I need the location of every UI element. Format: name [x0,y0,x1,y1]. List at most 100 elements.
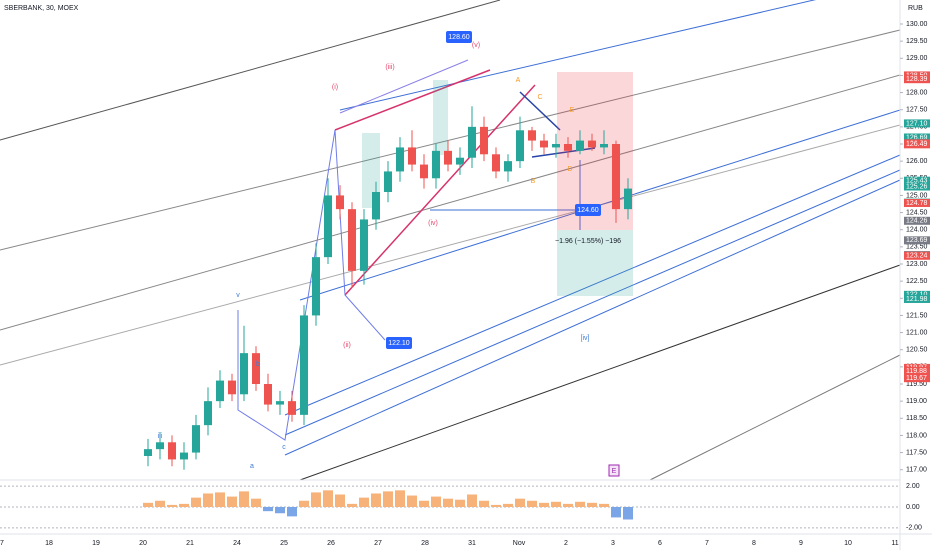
price-tag-label: 119.88 [906,368,927,375]
x-tick-label: 31 [468,540,476,547]
candle-body [444,150,452,165]
symbol-title: SBERBANK, 30, MOEX [4,5,79,12]
histogram-bar [359,497,369,507]
price-tag-label: 128.39 [906,76,928,83]
target-zone [557,230,633,296]
candle-body [576,140,584,151]
annotation: D [567,166,572,173]
histogram-bar [407,495,417,507]
candle-body [360,219,368,271]
histogram-bar [383,491,393,507]
price-tag [904,290,930,299]
callout-label: 124.60 [577,207,599,214]
histogram-bar [167,504,177,507]
histogram-bar [263,507,273,512]
y-tick-label: 119.50 [906,381,927,388]
price-tag [904,216,930,225]
y-tick-label: 121.50 [906,312,928,319]
price-tag [904,176,930,185]
price-tag-label: 125.26 [906,183,928,190]
candle-body [396,147,404,172]
histogram-bar [467,494,477,507]
x-tick-label: 24 [233,540,241,547]
annotation: −1.96 (−1.55%) −196 [555,238,621,245]
candle-body [624,188,632,210]
indicator-tick-label: 0.00 [906,504,920,511]
y-tick-label: 130.00 [906,21,928,28]
x-tick-label: 11 [891,540,898,547]
histogram-bar [191,497,201,507]
zone [433,80,448,155]
histogram-bar [299,500,309,507]
price-tag-label: 126.49 [906,141,928,148]
x-tick-label: 7 [0,540,4,547]
annotation: v [236,292,240,299]
price-tag [904,75,930,84]
candle-body [528,130,536,141]
histogram-bar [155,500,165,507]
price-tag [904,198,930,207]
histogram-bar [395,490,405,507]
y-tick-label: 129.00 [906,55,928,62]
histogram-bar [311,492,321,507]
callout-box [446,31,472,43]
price-tag-label: 123.69 [906,237,928,244]
price-tag-label: 119.67 [906,375,927,382]
y-tick-label: 129.50 [906,38,928,45]
candle-body [288,401,296,415]
x-tick-label: 8 [752,540,756,547]
candle-body [612,144,620,210]
event-box [608,464,620,477]
histogram-bar [143,502,153,507]
stop-zone [557,72,633,230]
price-tag [904,251,930,260]
candle-body [384,171,392,192]
event-label: E [612,468,617,475]
candle-body [516,130,524,162]
histogram-bar [503,503,513,507]
candle-body [372,192,380,220]
histogram-bar [323,490,333,507]
price-tag-label: 124.26 [906,218,928,225]
x-tick-label: 18 [45,540,53,547]
candle-body [504,161,512,172]
annotation: [iv] [581,335,590,342]
histogram-bar [287,507,297,517]
histogram-bar [419,500,429,507]
histogram-bar [551,501,561,507]
candle-body [168,442,176,460]
annotation: b [256,361,260,368]
candle-body [540,140,548,148]
y-tick-label: 118.00 [906,432,927,439]
y-tick-label: 126.00 [906,158,928,165]
candle-body [336,195,344,210]
annotation: E [570,107,575,114]
x-tick-label: 10 [844,540,852,547]
histogram-bar [251,498,261,507]
histogram-bar [623,507,633,520]
x-tick-label: 19 [92,540,100,547]
histogram-bar [599,503,609,507]
candle-body [192,425,200,453]
histogram-bar [371,493,381,507]
y-tick-label: 122.50 [906,278,928,285]
y-tick-label: 123.00 [906,261,928,268]
callout-box [575,204,601,216]
candle-body [252,353,260,384]
price-tag-label: 121.98 [906,296,928,303]
x-tick-label: 2 [564,540,568,547]
x-tick-label: 20 [139,540,147,547]
candle-body [600,144,608,148]
y-tick-label: 124.00 [906,227,928,234]
histogram-bar [347,503,357,507]
y-tick-label: 127.50 [906,107,928,114]
histogram-bar [215,492,225,507]
y-tick-label: 118.50 [906,415,927,422]
candle-body [228,380,236,395]
histogram-bar [335,494,345,507]
candle-body [324,195,332,258]
price-tag-label: 127.10 [906,120,928,127]
candle-body [240,353,248,395]
annotation: (i) [332,84,338,91]
candle-body [312,257,320,316]
